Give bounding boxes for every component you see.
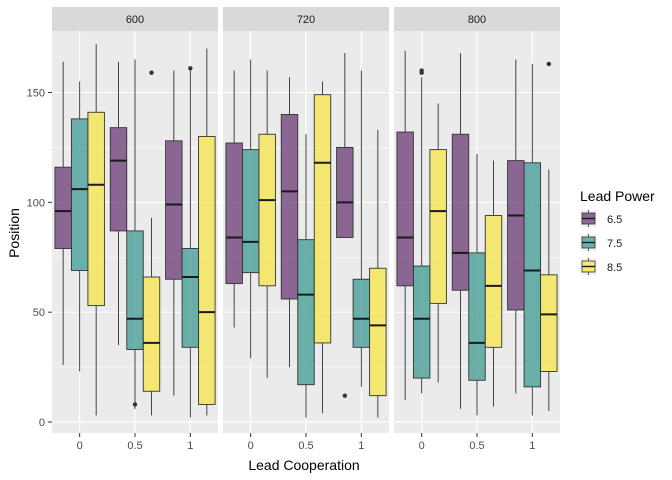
box-body bbox=[313, 94, 332, 344]
box-0.5-7.5 bbox=[126, 59, 144, 409]
y-axis-title: Position bbox=[6, 208, 22, 258]
box-1-7.5 bbox=[523, 63, 542, 416]
legend-key-7.5: 7.5 bbox=[580, 234, 622, 251]
facet-strip bbox=[52, 7, 218, 31]
x-tick-label: 0.5 bbox=[127, 440, 142, 452]
box-body bbox=[523, 162, 542, 388]
outlier-point bbox=[149, 70, 154, 75]
box-body bbox=[352, 278, 371, 348]
x-tick-label: 0.5 bbox=[469, 440, 484, 452]
outlier-point bbox=[342, 393, 348, 398]
box-body bbox=[54, 166, 72, 249]
legend-key-6.5: 6.5 bbox=[580, 210, 622, 227]
facet-strip-label: 600 bbox=[126, 14, 144, 26]
box-1-6.5 bbox=[336, 52, 354, 398]
x-tick-label: 0 bbox=[248, 440, 254, 452]
outlier-point bbox=[546, 61, 552, 67]
legend-title: Lead Power bbox=[580, 188, 655, 204]
box-body bbox=[87, 111, 105, 307]
box-body bbox=[396, 131, 414, 287]
box-1-6.5 bbox=[165, 70, 183, 396]
box-body bbox=[165, 140, 183, 280]
facet-panels: 600 0 0.5 1 720 0 0.5 1 800 0 0.5 1 bbox=[52, 7, 560, 452]
box-0.5-7.5 bbox=[468, 154, 486, 416]
box-1-8.5 bbox=[198, 48, 216, 416]
box-0-7.5 bbox=[412, 68, 431, 394]
outlier-point bbox=[188, 66, 193, 71]
box-body bbox=[241, 149, 260, 274]
box-body bbox=[429, 149, 447, 304]
box-0-8.5 bbox=[87, 44, 105, 416]
outlier-point bbox=[419, 68, 424, 73]
box-1-8.5 bbox=[369, 129, 387, 418]
y-tick-label: 0 bbox=[39, 417, 45, 429]
facet-panel-600: 600 0 0.5 1 bbox=[52, 7, 218, 452]
box-0.5-8.5 bbox=[313, 81, 332, 414]
box-body bbox=[181, 248, 200, 348]
box-0.5-6.5 bbox=[109, 61, 128, 346]
box-0.5-6.5 bbox=[451, 52, 470, 409]
box-body bbox=[258, 133, 276, 287]
box-body bbox=[468, 252, 486, 381]
box-body bbox=[280, 114, 299, 300]
legend-keys: 6.5 7.5 8.5 bbox=[580, 210, 622, 275]
legend-key-8.5: 8.5 bbox=[580, 258, 622, 275]
facet-panel-800: 800 0 0.5 1 bbox=[394, 7, 560, 452]
outlier-point bbox=[132, 402, 138, 407]
box-body bbox=[109, 127, 128, 232]
facet-strip-label: 800 bbox=[468, 14, 486, 26]
box-body bbox=[412, 265, 431, 379]
box-body bbox=[70, 118, 89, 271]
y-tick-label: 100 bbox=[27, 197, 45, 209]
y-tick-label: 50 bbox=[33, 307, 45, 319]
box-body bbox=[225, 142, 243, 285]
x-tick-label: 1 bbox=[187, 440, 193, 452]
box-body bbox=[126, 230, 144, 350]
box-body bbox=[369, 267, 387, 397]
box-body bbox=[142, 276, 161, 392]
legend-label: 7.5 bbox=[607, 238, 622, 250]
box-body bbox=[484, 215, 503, 348]
x-tick-label: 0 bbox=[77, 440, 83, 452]
box-body bbox=[297, 239, 315, 386]
facet-strip bbox=[223, 7, 389, 31]
facet-strip bbox=[394, 7, 560, 31]
box-0.5-8.5 bbox=[484, 160, 503, 407]
facet-panel-720: 720 0 0.5 1 bbox=[223, 7, 389, 452]
legend-label: 6.5 bbox=[607, 214, 622, 226]
box-0-8.5 bbox=[258, 70, 276, 379]
x-tick-label: 1 bbox=[529, 440, 535, 452]
y-axis: 0 50 100 150 bbox=[27, 88, 52, 429]
box-body bbox=[198, 135, 216, 405]
box-0-6.5 bbox=[396, 50, 414, 401]
y-tick-label: 150 bbox=[27, 88, 45, 100]
box-1-8.5 bbox=[540, 61, 558, 412]
box-0.5-7.5 bbox=[297, 134, 315, 418]
box-body bbox=[451, 133, 470, 291]
facet-strip-label: 720 bbox=[297, 14, 315, 26]
x-axis-title: Lead Cooperation bbox=[248, 457, 359, 473]
box-body bbox=[336, 146, 354, 238]
box-body bbox=[507, 160, 525, 311]
x-tick-label: 0 bbox=[419, 440, 425, 452]
box-body bbox=[540, 274, 558, 372]
box-0.5-6.5 bbox=[280, 77, 299, 368]
legend: Lead Power 6.5 7.5 8.5 bbox=[580, 188, 655, 275]
x-tick-label: 1 bbox=[358, 440, 364, 452]
x-tick-label: 0.5 bbox=[298, 440, 313, 452]
box-0.5-8.5 bbox=[142, 70, 161, 416]
box-0-8.5 bbox=[429, 103, 447, 383]
legend-label: 8.5 bbox=[607, 262, 622, 274]
